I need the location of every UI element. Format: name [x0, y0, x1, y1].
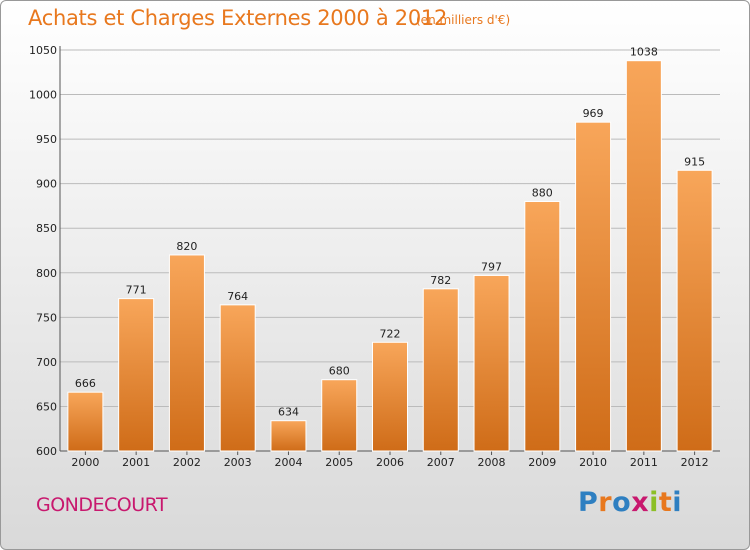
y-tick-label: 950: [36, 133, 57, 146]
x-tick-label: 2012: [681, 456, 709, 469]
data-label: 764: [227, 290, 248, 303]
data-label: 1038: [630, 46, 658, 59]
y-tick-label: 700: [36, 356, 57, 369]
y-tick-label: 1000: [29, 89, 57, 102]
bar: [473, 274, 510, 452]
data-label: 771: [126, 284, 147, 297]
x-tick-label: 2001: [122, 456, 150, 469]
bars: [67, 60, 713, 452]
y-tick-label: 650: [36, 400, 57, 413]
bar: [625, 60, 662, 452]
x-tick-label: 2006: [376, 456, 404, 469]
x-tick-label: 2003: [224, 456, 252, 469]
bar: [219, 304, 256, 452]
bar: [575, 121, 612, 452]
commune-name: GONDECOURT: [36, 494, 168, 516]
x-tick-label: 2005: [325, 456, 353, 469]
data-label: 782: [430, 274, 451, 287]
bar: [676, 169, 713, 452]
logo-letter: r: [598, 487, 613, 518]
y-tick-label: 850: [36, 222, 57, 235]
bar: [321, 379, 358, 452]
bar: [168, 254, 205, 452]
x-tick-label: 2007: [427, 456, 455, 469]
x-tick-label: 2008: [478, 456, 506, 469]
y-tick-label: 900: [36, 178, 57, 191]
logo-letter: i: [649, 487, 659, 518]
x-tick-label: 2009: [528, 456, 556, 469]
data-label: 880: [532, 186, 553, 199]
x-tick-label: 2011: [630, 456, 658, 469]
y-tick-label: 1050: [29, 44, 57, 57]
x-tick-label: 2004: [274, 456, 302, 469]
logo-letter: o: [612, 487, 632, 518]
data-label: 969: [583, 107, 604, 120]
bar: [422, 288, 459, 452]
data-label: 722: [380, 327, 401, 340]
data-label: 797: [481, 260, 502, 273]
bar: [524, 200, 561, 452]
y-tick-label: 600: [36, 445, 57, 458]
chart-subtitle: (en milliers d'€): [416, 13, 511, 27]
data-label: 680: [329, 365, 350, 378]
x-tick-label: 2010: [579, 456, 607, 469]
data-label: 666: [75, 377, 96, 390]
logo-letter: t: [658, 487, 673, 518]
bar: [270, 420, 307, 452]
logo-letter: x: [631, 487, 650, 518]
logo-letter: i: [672, 487, 683, 518]
labels: 600 650 700 750 800 850 900 950 1000 1050 666 2000 7…: [29, 44, 709, 469]
y-tick-label: 800: [36, 267, 57, 280]
bar: [372, 341, 408, 452]
x-tick-label: 2002: [173, 456, 201, 469]
logo-letter: P: [578, 487, 599, 518]
bar: [118, 298, 155, 452]
chart-title: Achats et Charges Externes 2000 à 2012: [28, 6, 448, 30]
data-label: 634: [278, 406, 299, 419]
bar: [67, 391, 104, 452]
proxiti-logo[interactable]: Proxiti: [578, 487, 682, 518]
data-label: 820: [176, 240, 197, 253]
x-tick-label: 2000: [71, 456, 99, 469]
data-label: 915: [684, 155, 705, 168]
y-tick-label: 750: [36, 311, 57, 324]
